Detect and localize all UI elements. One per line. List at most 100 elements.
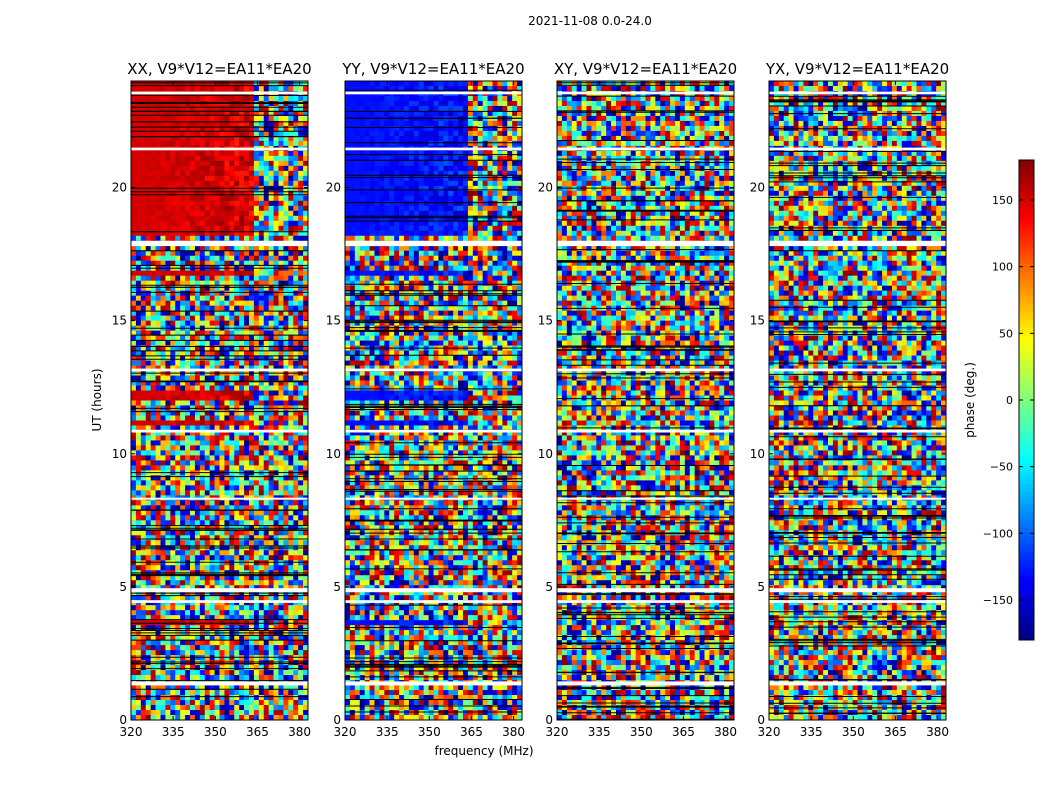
- phase-cell: [303, 250, 309, 257]
- phase-cell: [288, 460, 294, 466]
- phase-cell: [249, 95, 255, 102]
- phase-cell: [224, 400, 230, 406]
- phase-cell: [244, 580, 250, 586]
- phase-cell: [175, 120, 181, 127]
- phase-cell: [298, 560, 304, 566]
- phase-cell: [219, 110, 225, 117]
- phase-cell: [229, 505, 235, 511]
- phase-cell: [190, 305, 196, 311]
- phase-cell: [214, 690, 220, 696]
- phase-cell: [234, 81, 240, 87]
- phase-cell: [214, 560, 220, 566]
- phase-cell: [194, 690, 201, 696]
- phase-cell: [258, 285, 265, 291]
- phase-cell: [229, 175, 235, 182]
- phase-cell: [244, 450, 250, 456]
- phase-cell: [160, 140, 166, 147]
- phase-cell: [278, 650, 284, 656]
- phase-cell: [497, 81, 503, 87]
- phase-cell: [229, 120, 235, 127]
- phase-cell: [180, 81, 186, 87]
- phase-cell: [234, 245, 240, 252]
- phase-cell: [268, 190, 274, 197]
- phase-cell: [165, 275, 171, 281]
- phase-cell: [288, 320, 294, 326]
- phase-cell: [263, 120, 269, 127]
- phase-cell: [145, 380, 151, 386]
- phase-cell: [249, 320, 255, 326]
- phase-cell: [175, 565, 181, 571]
- phase-cell: [273, 420, 279, 426]
- phase-cell: [258, 81, 265, 87]
- phase-cell: [140, 595, 147, 601]
- phase-cell: [298, 150, 304, 157]
- phase-cell: [283, 200, 289, 207]
- phase-cell: [145, 650, 151, 656]
- phase-cell: [190, 585, 196, 591]
- phase-cell: [170, 650, 176, 656]
- phase-cell: [249, 360, 255, 366]
- phase-cell: [155, 245, 161, 252]
- phase-cell: [180, 360, 186, 366]
- phase-cell: [131, 425, 137, 431]
- phase-cell: [428, 100, 434, 107]
- phase-cell: [209, 685, 215, 691]
- phase-cell: [204, 395, 210, 401]
- phase-cell: [175, 115, 181, 122]
- phase-cell: [244, 455, 250, 461]
- phase-cell: [190, 81, 196, 87]
- phase-cell: [263, 260, 269, 267]
- phase-cell: [263, 300, 269, 306]
- phase-cell: [443, 105, 449, 112]
- phase-cell: [185, 580, 191, 586]
- phase-cell: [443, 110, 449, 117]
- phase-cell: [253, 360, 260, 366]
- phase-cell: [160, 250, 166, 257]
- phase-cell: [150, 210, 156, 217]
- phase-cell: [170, 380, 176, 386]
- phase-cell: [224, 670, 230, 676]
- phase-cell: [150, 255, 156, 262]
- phase-cell: [234, 445, 240, 451]
- phase-cell: [249, 455, 255, 461]
- phase-cell: [298, 375, 304, 381]
- phase-cell: [185, 645, 191, 651]
- phase-cell: [140, 650, 147, 656]
- phase-cell: [214, 250, 220, 257]
- phase-cell: [190, 690, 196, 696]
- phase-cell: [135, 150, 142, 157]
- phase-cell: [273, 510, 279, 516]
- phase-cell: [140, 585, 147, 591]
- phase-cell: [374, 81, 380, 87]
- phase-cell: [263, 135, 269, 142]
- phase-cell: [298, 500, 304, 506]
- phase-cell: [175, 655, 181, 661]
- phase-cell: [345, 85, 351, 92]
- phase-cell: [175, 535, 181, 541]
- phase-cell: [170, 410, 176, 416]
- phase-cell: [199, 605, 206, 611]
- phase-cell: [190, 85, 196, 92]
- phase-cell: [258, 575, 265, 581]
- phase-cell: [253, 340, 260, 346]
- phase-cell: [204, 660, 210, 666]
- phase-cell: [150, 635, 156, 641]
- phase-cell: [194, 230, 201, 237]
- phase-cell: [175, 330, 181, 336]
- phase-cell: [229, 300, 235, 306]
- phase-cell: [244, 230, 250, 237]
- phase-cell: [293, 480, 299, 486]
- phase-cell: [273, 710, 279, 716]
- phase-cell: [131, 135, 137, 142]
- phase-cell: [298, 140, 304, 147]
- phase-cell: [263, 335, 269, 341]
- phase-cell: [423, 95, 429, 102]
- phase-cell: [140, 520, 147, 526]
- phase-cell: [150, 650, 156, 656]
- phase-cell: [160, 230, 166, 237]
- phase-cell: [194, 95, 201, 102]
- phase-cell: [175, 340, 181, 346]
- phase-cell: [283, 295, 289, 301]
- phase-cell: [224, 320, 230, 326]
- phase-cell: [258, 400, 265, 406]
